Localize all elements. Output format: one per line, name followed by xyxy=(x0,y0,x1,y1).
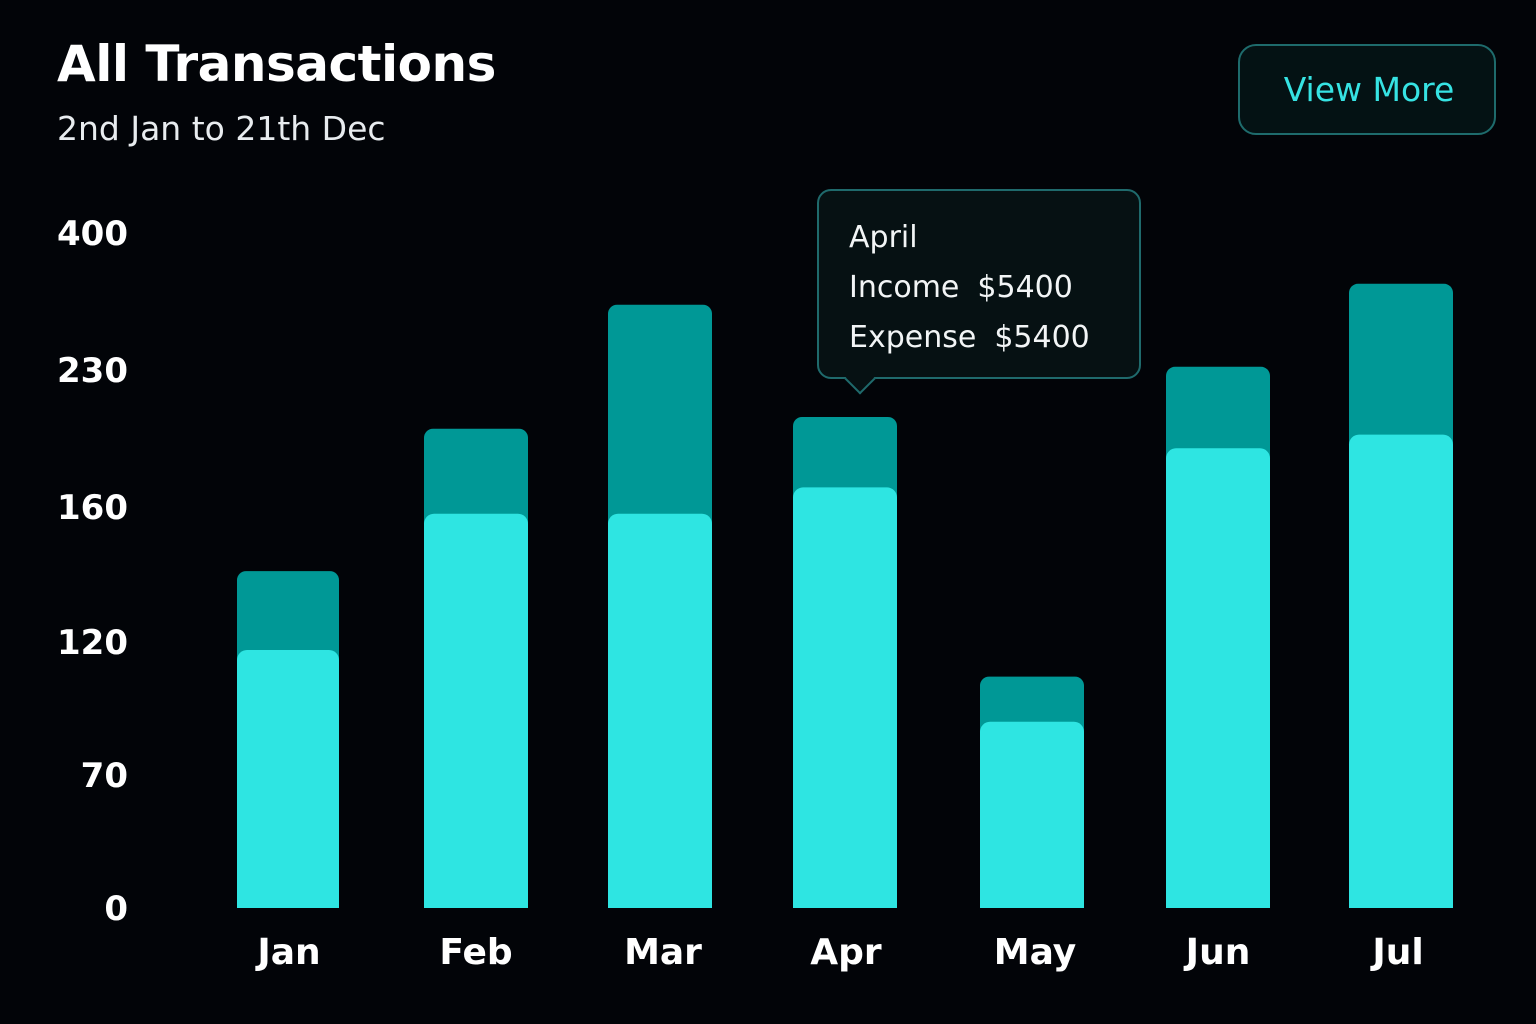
bars xyxy=(237,283,1453,909)
april-tooltip: April Income $5400 Expense $5400 xyxy=(817,189,1141,395)
y-tick-label: 70 xyxy=(81,756,128,796)
x-tick-label: Jul xyxy=(1369,932,1423,973)
bar-lower-base-apr xyxy=(793,888,897,908)
tooltip-month: April xyxy=(849,220,918,255)
tooltip-expense-row: Expense $5400 xyxy=(849,313,1139,363)
x-tick-label: Feb xyxy=(439,932,512,973)
tooltip-income-label: Income xyxy=(849,270,960,305)
bar-lower-feb[interactable] xyxy=(424,513,528,908)
y-axis-ticks: 0 70 120 160 230 400 xyxy=(57,214,128,929)
bar-lower-mar[interactable] xyxy=(608,513,712,908)
bar-lower-base-jun xyxy=(1166,888,1270,908)
x-axis-ticks: Jan Feb Mar Apr May Jun Jul xyxy=(254,932,1423,973)
bar-lower-base-jul xyxy=(1349,888,1453,908)
view-more-button[interactable]: View More xyxy=(1238,44,1496,135)
tooltip-expense-label: Expense xyxy=(849,320,977,355)
chart-title: All Transactions xyxy=(57,35,496,93)
date-range-subtitle: 2nd Jan to 21th Dec xyxy=(57,109,386,148)
bar-lower-jun[interactable] xyxy=(1166,448,1270,908)
bar-lower-base-jan xyxy=(237,888,339,908)
y-tick-label: 230 xyxy=(57,351,128,391)
x-tick-label: Jun xyxy=(1183,932,1251,973)
bar-lower-may[interactable] xyxy=(980,721,1084,908)
x-tick-label: May xyxy=(994,932,1076,973)
bar-lower-jan[interactable] xyxy=(237,649,339,908)
tooltip-expense-value: $5400 xyxy=(994,320,1090,355)
bar-lower-apr[interactable] xyxy=(793,487,897,908)
y-tick-label: 160 xyxy=(57,488,128,528)
bar-lower-base-mar xyxy=(608,888,712,908)
y-tick-label: 0 xyxy=(104,889,128,929)
bar-lower-base-may xyxy=(980,888,1084,908)
tooltip-income-row: Income $5400 xyxy=(849,263,1139,313)
x-tick-label: Apr xyxy=(810,932,882,973)
tooltip-income-value: $5400 xyxy=(977,270,1073,305)
y-tick-label: 120 xyxy=(57,623,128,663)
x-tick-label: Mar xyxy=(624,932,702,973)
x-tick-label: Jan xyxy=(254,932,320,973)
bar-lower-jul[interactable] xyxy=(1349,434,1453,908)
bar-lower-base-feb xyxy=(424,888,528,908)
y-tick-label: 400 xyxy=(57,214,128,254)
